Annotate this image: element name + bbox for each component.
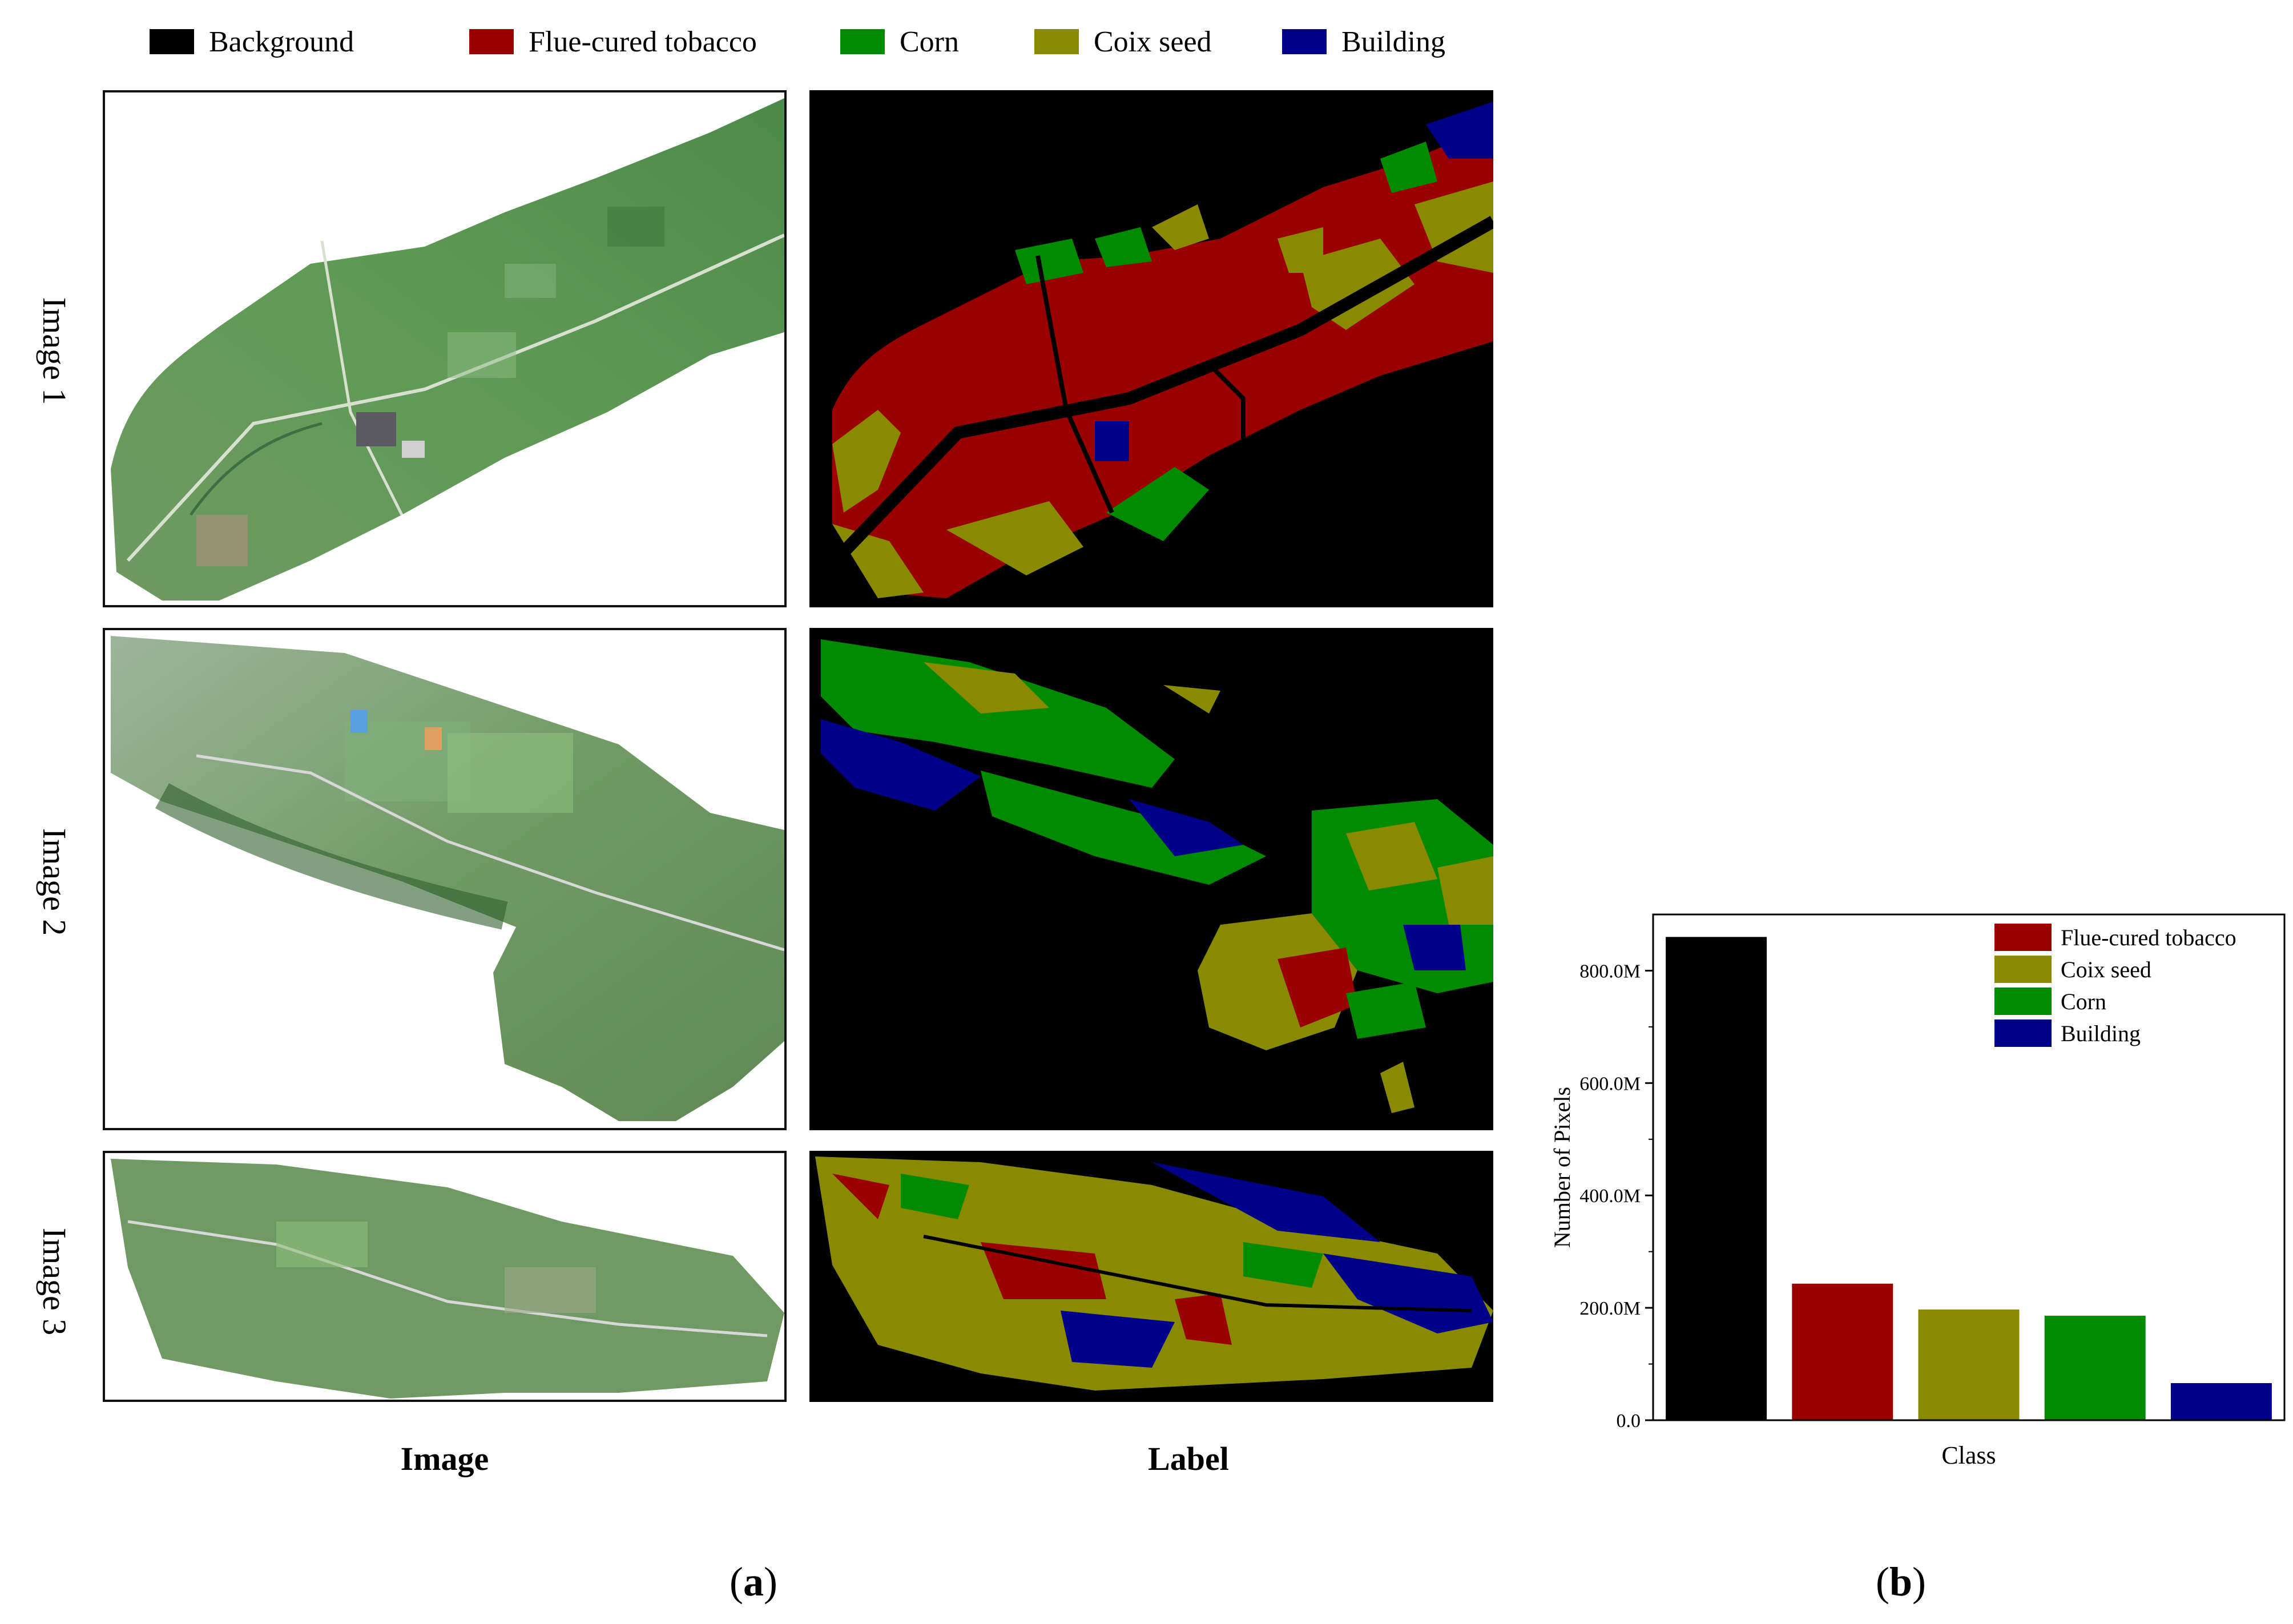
label-map-1 <box>809 90 1493 607</box>
bar-background <box>1666 937 1767 1420</box>
y-axis-label: Number of Pixels <box>1549 1087 1575 1248</box>
pixel-count-bar-chart: 0.0 200.0M 400.0M 600.0M 800.0M Flue-cured t… <box>1549 913 2286 1469</box>
subfigure-b-open-paren: ( <box>1875 1559 1889 1605</box>
y-tick-label: 800.0M <box>1579 961 1641 982</box>
aerial-image-2-graphic <box>111 636 784 1121</box>
aerial-image-3-graphic <box>111 1159 784 1399</box>
x-axis-label: Class <box>1941 1441 1996 1469</box>
chart-legend-label-corn: Corn <box>2061 989 2106 1014</box>
legend-label-building: Building <box>1341 25 1446 58</box>
column-label-image: Image <box>400 1440 489 1477</box>
legend-item-corn: Corn <box>840 22 959 62</box>
y-tick-label: 600.0M <box>1579 1073 1641 1094</box>
label-map-2-graphic <box>821 639 1493 1113</box>
bar-corn <box>2044 1315 2146 1420</box>
plot-frame <box>1652 913 2286 1421</box>
chart-legend-label-flue-cured-tobacco: Flue-cured tobacco <box>2061 925 2236 950</box>
legend-label-background: Background <box>209 25 354 58</box>
chart-legend: Flue-cured tobacco Coix seed Corn Building <box>1994 924 2236 1047</box>
column-label-label: Label <box>1148 1440 1229 1477</box>
bar-flue-cured-tobacco <box>1792 1283 1893 1420</box>
aerial-image-2 <box>103 628 787 1130</box>
subfigure-label-b: (b) <box>1844 1558 1958 1606</box>
chart-legend-label-building: Building <box>2061 1021 2141 1046</box>
aerial-image-1-graphic <box>111 98 784 601</box>
subfigure-a-close-paren: ) <box>764 1559 777 1605</box>
bars-group <box>1666 937 2272 1420</box>
chart-legend-label-coix-seed: Coix seed <box>2061 957 2151 982</box>
bar-coix-seed <box>1918 1309 2020 1420</box>
subfigure-b-close-paren: ) <box>1912 1559 1926 1605</box>
y-tick-label: 200.0M <box>1579 1298 1641 1319</box>
axes-group: 0.0 200.0M 400.0M 600.0M 800.0M <box>1579 913 2286 1432</box>
row-label-image-3: Image 3 <box>36 1227 73 1336</box>
label-map-2 <box>809 628 1493 1130</box>
legend-swatch-building <box>1282 29 1327 54</box>
subfigure-a-letter: a <box>743 1559 764 1605</box>
legend-swatch-background <box>150 29 194 54</box>
legend-label-coix-seed: Coix seed <box>1094 25 1212 58</box>
bar-building <box>2170 1383 2272 1420</box>
legend-swatch-corn <box>840 29 885 54</box>
chart-legend-swatch-flue-cured-tobacco <box>1994 924 2052 951</box>
legend-item-coix-seed: Coix seed <box>1034 22 1212 62</box>
label-map-1-graphic <box>828 102 1493 598</box>
y-tick-label: 0.0 <box>1617 1411 1641 1432</box>
legend-label-flue-cured-tobacco: Flue-cured tobacco <box>529 25 757 58</box>
row-label-image-1: Image 1 <box>36 297 73 405</box>
subfigure-a-open-paren: ( <box>730 1559 743 1605</box>
chart-legend-swatch-coix-seed <box>1994 956 2052 983</box>
legend-swatch-flue-cured-tobacco <box>469 29 514 54</box>
row-label-image-2: Image 2 <box>36 828 73 936</box>
chart-legend-swatch-corn <box>1994 988 2052 1015</box>
legend-item-flue-cured-tobacco: Flue-cured tobacco <box>469 22 757 62</box>
y-tick-label: 400.0M <box>1579 1186 1641 1207</box>
aerial-image-1 <box>103 90 787 607</box>
legend-item-background: Background <box>150 22 354 62</box>
label-map-3-graphic <box>815 1156 1493 1391</box>
legend-swatch-coix-seed <box>1034 29 1079 54</box>
label-map-3 <box>809 1151 1493 1402</box>
legend-label-corn: Corn <box>900 25 959 58</box>
subfigure-label-a: (a) <box>696 1558 811 1606</box>
legend-item-building: Building <box>1282 22 1445 62</box>
subfigure-b-letter: b <box>1889 1559 1913 1605</box>
chart-legend-swatch-building <box>1994 1019 2052 1047</box>
aerial-image-3 <box>103 1151 787 1402</box>
